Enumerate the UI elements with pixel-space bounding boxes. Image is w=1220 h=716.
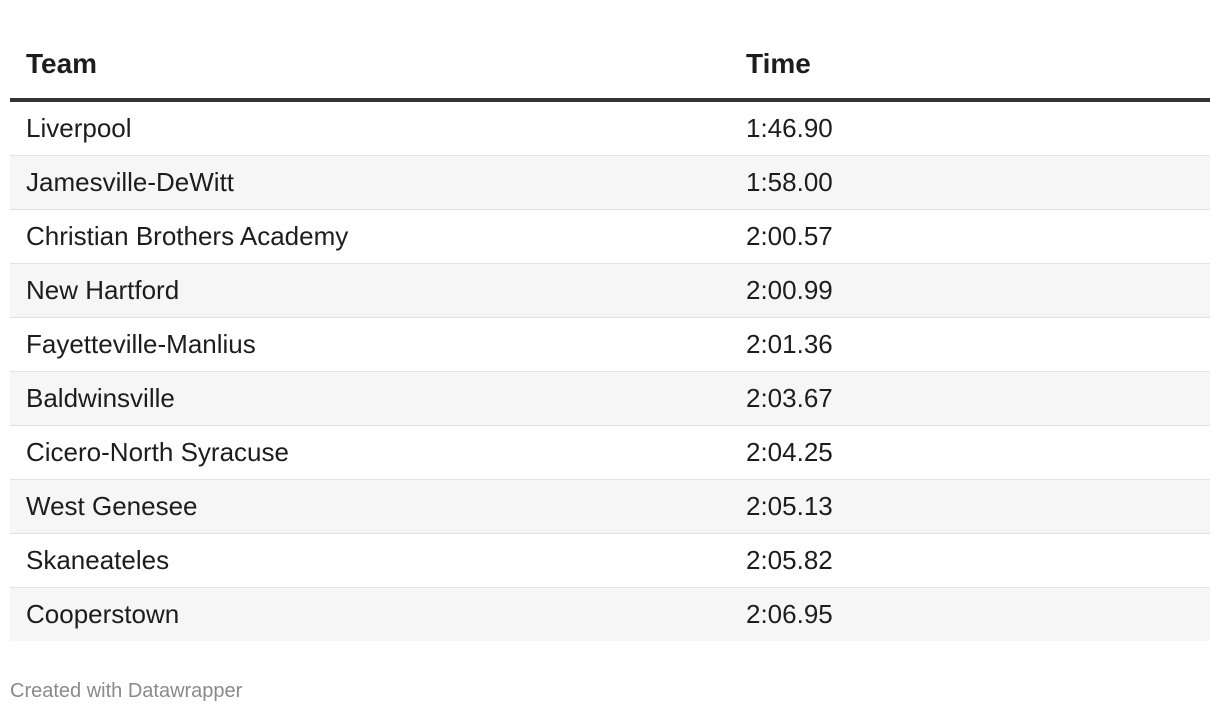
team-cell: West Genesee	[10, 479, 730, 534]
header-cell: Time	[730, 30, 1210, 102]
table-row: Christian Brothers Academy 2:00.57	[10, 209, 1210, 264]
time-cell: 2:00.99	[730, 263, 1210, 318]
team-cell: Liverpool	[10, 100, 730, 156]
team-cell: Jamesville-DeWitt	[10, 155, 730, 210]
results-table: Team Time Liverpool 1:46.90 Jamesville-DeW…	[10, 30, 1210, 641]
table-row: Skaneateles 2:05.82	[10, 533, 1210, 588]
team-cell: Skaneateles	[10, 533, 730, 588]
time-cell: 2:06.95	[730, 587, 1210, 641]
time-cell: 2:04.25	[730, 425, 1210, 480]
time-cell: 1:58.00	[730, 155, 1210, 210]
team-cell: New Hartford	[10, 263, 730, 318]
table-row: Cicero-North Syracuse 2:04.25	[10, 425, 1210, 480]
time-cell: 1:46.90	[730, 100, 1210, 156]
team-cell: Baldwinsville	[10, 371, 730, 426]
table-body: Liverpool 1:46.90 Jamesville-DeWitt 1:58.00…	[10, 100, 1210, 641]
team-cell: Cicero-North Syracuse	[10, 425, 730, 480]
time-cell: 2:01.36	[730, 317, 1210, 372]
header-cell: Team	[10, 30, 730, 102]
table-row: Liverpool 1:46.90	[10, 100, 1210, 156]
table-row: New Hartford 2:00.99	[10, 263, 1210, 318]
header-row: Team Time	[10, 30, 1210, 102]
team-cell: Fayetteville-Manlius	[10, 317, 730, 372]
time-cell: 2:00.57	[730, 209, 1210, 264]
credit: Created with Datawrapper	[10, 680, 243, 702]
table-row: Cooperstown 2:06.95	[10, 587, 1210, 641]
table-row: West Genesee 2:05.13	[10, 479, 1210, 534]
time-cell: 2:05.13	[730, 479, 1210, 534]
table-row: Jamesville-DeWitt 1:58.00	[10, 155, 1210, 210]
team-cell: Christian Brothers Academy	[10, 209, 730, 264]
team-cell: Cooperstown	[10, 587, 730, 641]
table-row: Fayetteville-Manlius 2:01.36	[10, 317, 1210, 372]
time-cell: 2:03.67	[730, 371, 1210, 426]
time-cell: 2:05.82	[730, 533, 1210, 588]
table-row: Baldwinsville 2:03.67	[10, 371, 1210, 426]
